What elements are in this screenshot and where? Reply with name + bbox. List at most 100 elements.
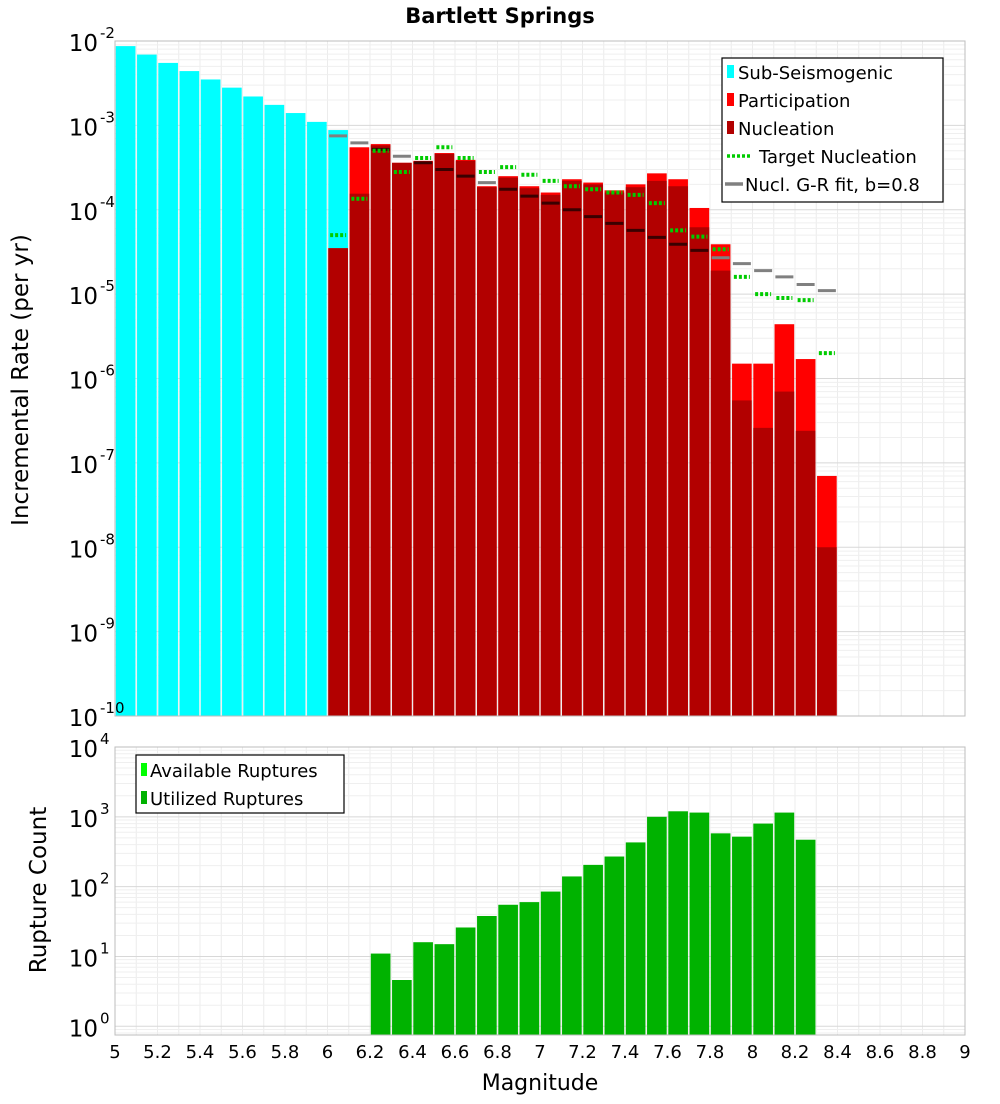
bar-nucleation (795, 430, 816, 716)
bar-utilized-ruptures (455, 927, 476, 1035)
bar-utilized-ruptures (477, 915, 497, 1035)
top-y-axis-label: Incremental Rate (per yr) (8, 234, 34, 526)
top-y-tick-exponent: -8 (100, 530, 115, 548)
bar-sub-seismogenic (179, 71, 200, 716)
bottom-legend-box (135, 754, 345, 814)
top-legend: Sub-Seismogenic Participation Nucleation… (721, 57, 944, 203)
bar-nucleation (562, 180, 582, 716)
bar-nucleation (434, 153, 455, 716)
x-tick-label: 5.8 (271, 1042, 300, 1063)
x-tick-label: 8.2 (781, 1042, 810, 1063)
bar-nucleation (349, 193, 370, 716)
top-lines (329, 134, 836, 356)
bar-utilized-ruptures (392, 980, 412, 1035)
x-tick-label: 5 (109, 1042, 120, 1063)
bar-nucleation (540, 194, 561, 716)
legend-label-available-ruptures: Available Ruptures (150, 761, 318, 782)
bar-nucleation (498, 177, 518, 716)
x-tick-label: 9 (959, 1042, 970, 1063)
bar-utilized-ruptures (562, 876, 582, 1035)
bar-nucleation (519, 188, 540, 717)
bar-sub-seismogenic (158, 62, 178, 716)
top-y-tick-exponent: -2 (100, 24, 115, 42)
bottom-y-tick-label: 10 (69, 877, 98, 903)
bar-utilized-ruptures (370, 953, 391, 1035)
bottom-grid (115, 747, 965, 1035)
legend-label-utilized-ruptures: Utilized Ruptures (150, 789, 303, 810)
bar-nucleation (647, 180, 667, 716)
bottom-y-tick-exponent: 1 (100, 939, 110, 957)
legend-swatch-sub-seismogenic (727, 65, 734, 78)
x-tick-label: 6.8 (483, 1042, 512, 1063)
bottom-bars (370, 811, 816, 1035)
legend-swatch-participation (727, 93, 734, 106)
bar-utilized-ruptures (625, 842, 646, 1035)
bar-utilized-ruptures (774, 812, 795, 1035)
x-tick-label: 6 (322, 1042, 333, 1063)
bar-nucleation (583, 184, 603, 717)
top-y-tick-exponent: -6 (100, 362, 115, 380)
bar-utilized-ruptures (689, 812, 710, 1035)
bar-utilized-ruptures (753, 823, 773, 1035)
x-tick-label: 8 (747, 1042, 758, 1063)
bar-sub-seismogenic (285, 113, 306, 716)
legend-swatch-available-ruptures (141, 763, 147, 776)
top-y-tick-exponent: -7 (100, 446, 115, 464)
x-tick-label: 7 (534, 1042, 545, 1063)
bar-nucleation (625, 187, 646, 716)
bar-nucleation (689, 227, 710, 716)
bar-utilized-ruptures (668, 811, 688, 1035)
bar-nucleation (732, 400, 752, 716)
bar-utilized-ruptures (498, 904, 518, 1035)
bar-sub-seismogenic (222, 87, 242, 716)
bottom-y-axis-label: Rupture Count (26, 807, 52, 973)
bottom-y-tick-label: 10 (69, 737, 98, 763)
bottom-y-tick-exponent: 3 (100, 800, 110, 818)
top-y-tick-exponent: -5 (100, 277, 115, 295)
legend-swatch-utilized-ruptures (141, 791, 147, 804)
top-bars (115, 46, 837, 717)
bar-sub-seismogenic (307, 121, 327, 716)
legend-label-sub-seismogenic: Sub-Seismogenic (738, 63, 893, 84)
legend-swatch-nucleation (727, 121, 734, 134)
bar-nucleation (753, 427, 773, 716)
top-y-tick-label: 10 (69, 284, 98, 310)
x-tick-label: 8.8 (908, 1042, 937, 1063)
chart-title: Bartlett Springs (405, 4, 595, 28)
bar-nucleation (413, 161, 433, 716)
bar-utilized-ruptures (583, 864, 603, 1035)
bar-nucleation (328, 248, 348, 717)
top-y-tick-label: 10 (69, 31, 98, 57)
legend-label-gr-fit: Nucl. G-R fit, b=0.8 (745, 175, 920, 196)
bar-nucleation (774, 391, 795, 716)
x-tick-label: 5.6 (228, 1042, 257, 1063)
x-tick-label: 7.2 (568, 1042, 597, 1063)
top-plot-frame (114, 40, 966, 717)
top-y-tick-exponent: -3 (100, 108, 115, 126)
top-y-tick-label: 10 (69, 369, 98, 395)
top-y-tick-exponent: -10 (100, 699, 125, 717)
bottom-plot-frame (114, 746, 966, 1036)
x-tick-label: 5.4 (186, 1042, 215, 1063)
bar-utilized-ruptures (710, 833, 731, 1035)
x-tick-label: 5.2 (143, 1042, 172, 1063)
top-y-tick-label: 10 (69, 622, 98, 648)
bar-utilized-ruptures (604, 856, 625, 1035)
x-axis-label: Magnitude (482, 1071, 599, 1096)
legend-label-target-nucleation: Target Nucleation (758, 147, 917, 168)
bar-utilized-ruptures (795, 839, 816, 1035)
bar-utilized-ruptures (540, 891, 561, 1035)
bar-nucleation (477, 187, 497, 716)
x-tick-label: 7.8 (696, 1042, 725, 1063)
x-tick-label: 6.4 (398, 1042, 427, 1063)
x-tick-label: 8.6 (866, 1042, 895, 1063)
top-y-tick-label: 10 (69, 115, 98, 141)
bar-nucleation (668, 186, 688, 716)
bar-nucleation (455, 160, 476, 717)
bar-utilized-ruptures (519, 902, 540, 1035)
top-y-tick-label: 10 (69, 537, 98, 563)
